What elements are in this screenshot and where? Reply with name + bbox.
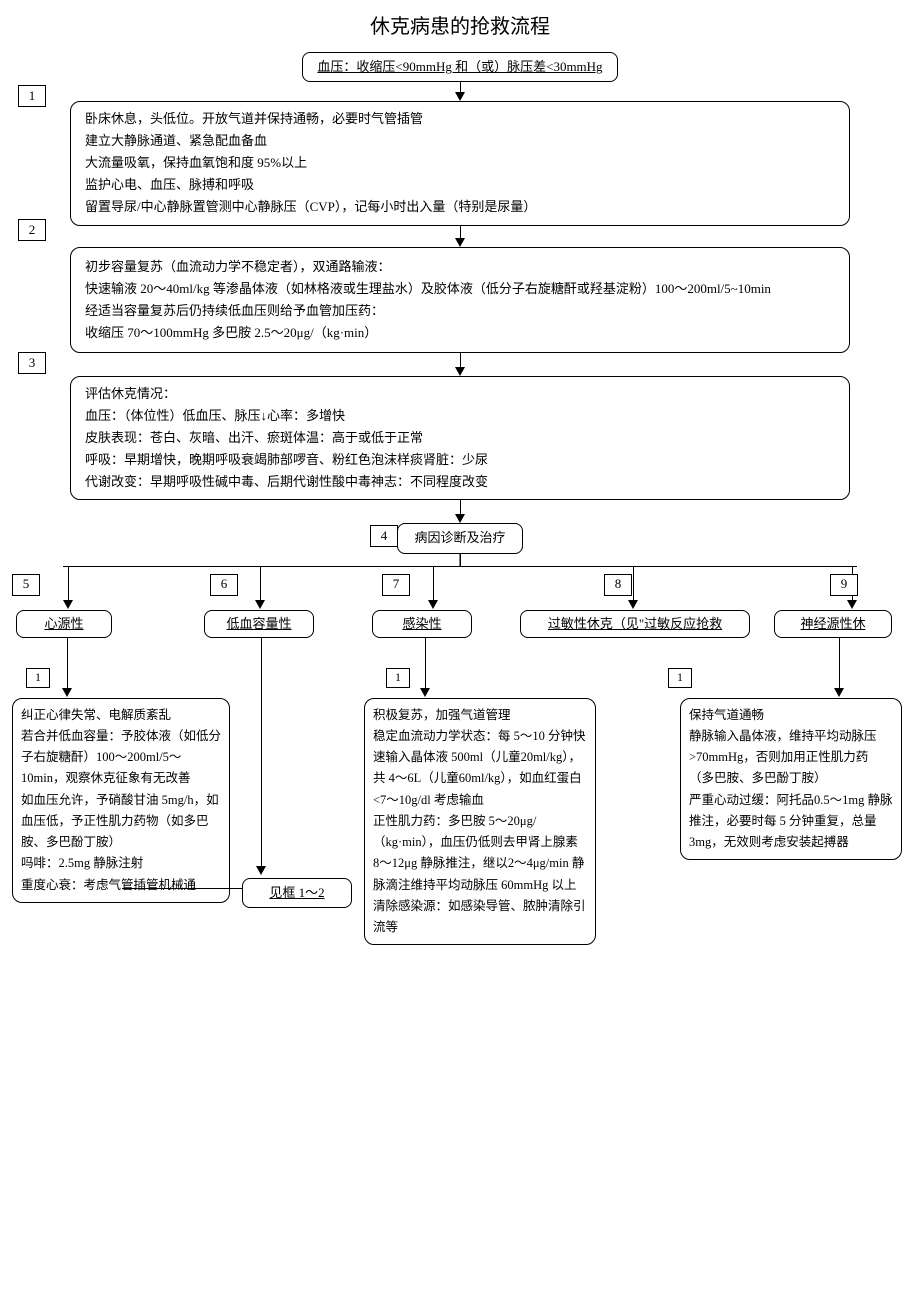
step3-box: 评估休克情况： 血压：（体位性）低血压、脉压↓心率：多增快 皮肤表现：苍白、灰暗… [70, 376, 850, 500]
page-title: 休克病患的抢救流程 [30, 10, 890, 44]
step2-num: 2 [18, 219, 46, 241]
b7-detail: 积极复苏，加强气道管理 稳定血流动力学状态：每 5～10 分钟快速输入晶体液 5… [364, 698, 596, 946]
arrow-icon [255, 600, 265, 609]
arrow-icon [455, 514, 465, 523]
entry-node: 血压：收缩压<90mmHg 和（或）脉压差<30mmHg [302, 52, 617, 82]
b5-sub: 1 [26, 668, 50, 688]
b9-num: 9 [830, 574, 858, 596]
step3-num: 3 [18, 352, 46, 374]
step1-num: 1 [18, 85, 46, 107]
b7-sub: 1 [386, 668, 410, 688]
arrow-icon [455, 238, 465, 247]
b8-head: 过敏性休克（见"过敏反应抢救 [520, 610, 750, 638]
arrow-icon [834, 688, 844, 697]
b5-head: 心源性 [16, 610, 112, 638]
b9-sub: 1 [668, 668, 692, 688]
entry-text: 血压：收缩压<90mmHg 和（或）脉压差<30mmHg [317, 59, 602, 74]
b7-num: 7 [382, 574, 410, 596]
b9-head: 神经源性休 [774, 610, 892, 638]
b6-num: 6 [210, 574, 238, 596]
diag-num: 4 [370, 525, 398, 547]
b5-detail: 纠正心律失常、电解质紊乱 若合并低血容量：予胶体液（如低分子右旋糖酐）100～2… [12, 698, 230, 903]
b8-num: 8 [604, 574, 632, 596]
b7-head: 感染性 [372, 610, 472, 638]
b5-num: 5 [12, 574, 40, 596]
arrow-icon [455, 367, 465, 376]
arrow-icon [62, 688, 72, 697]
step1-box: 卧床休息，头低位。开放气道并保持通畅，必要时气管插管 建立大静脉通道、紧急配血备… [70, 101, 850, 225]
b6-head: 低血容量性 [204, 610, 314, 638]
arrow-icon [455, 92, 465, 101]
step2-box: 初步容量复苏（血流动力学不稳定者），双通路输液： 快速输液 20～40ml/kg… [70, 247, 850, 353]
arrow-icon [420, 688, 430, 697]
arrow-icon [847, 600, 857, 609]
b9-detail: 保持气道通畅 静脉输入晶体液，维持平均动脉压>70mmHg，否则加用正性肌力药（… [680, 698, 902, 861]
arrow-icon [63, 600, 73, 609]
b6-ref: 见框 1～2 [242, 878, 352, 908]
arrow-icon [428, 600, 438, 609]
diagnosis-node: 病因诊断及治疗 [397, 523, 522, 553]
arrow-icon [628, 600, 638, 609]
